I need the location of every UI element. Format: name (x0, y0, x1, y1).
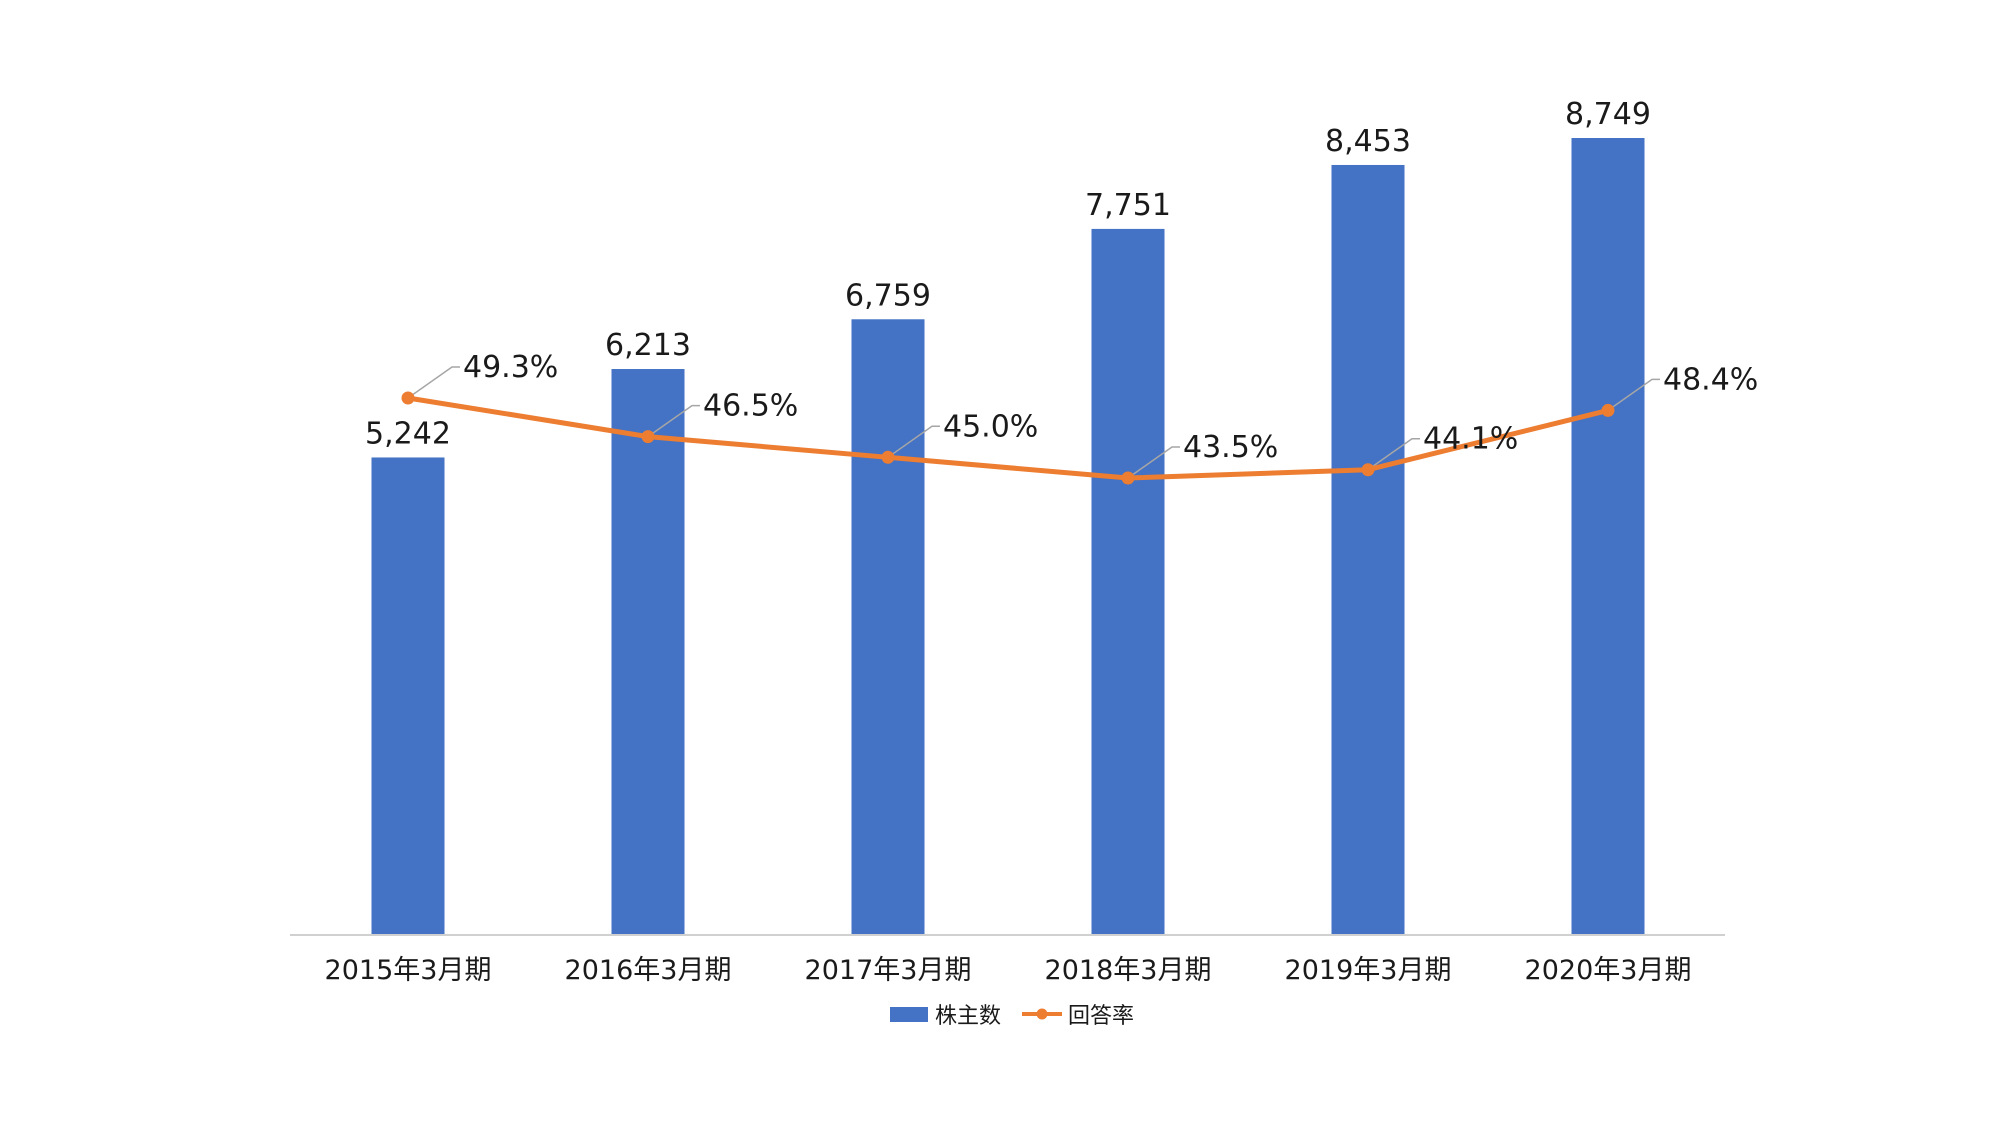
x-tick-label-0: 2015年3月期 (325, 955, 492, 986)
bar-value-label-0: 5,242 (365, 416, 451, 451)
bar-value-label-2: 6,759 (845, 278, 931, 313)
rate-value-label-0: 49.3% (463, 350, 558, 385)
bar-1 (611, 369, 685, 935)
legend-swatch-bar (890, 1007, 928, 1022)
legend-swatch-dot (1036, 1008, 1048, 1020)
leader-lines-layer (407, 366, 1660, 479)
legend-label-line: 回答率 (1068, 1004, 1134, 1029)
leader-line-4 (1367, 437, 1420, 471)
bar-value-label-3: 7,751 (1085, 188, 1171, 223)
x-tick-label-1: 2016年3月期 (565, 955, 732, 986)
rate-labels-layer: 49.3% 46.5% 45.0% 43.5% 44.1% 48.4% (463, 350, 1758, 465)
rate-points-layer (401, 391, 1615, 485)
bar-value-label-4: 8,453 (1325, 124, 1411, 159)
leader-line-1 (647, 404, 700, 438)
x-tick-label-4: 2019年3月期 (1285, 955, 1452, 986)
x-tick-label-2: 2017年3月期 (805, 955, 972, 986)
rate-value-label-2: 45.0% (943, 409, 1038, 444)
leader-line-0 (407, 366, 460, 399)
rate-point-5 (1601, 403, 1615, 417)
leader-line-2 (887, 425, 940, 458)
rate-value-label-5: 48.4% (1663, 362, 1758, 397)
rate-line-series (405, 395, 1611, 481)
legend: 株主数 回答率 (890, 1004, 1134, 1029)
bar-5 (1571, 138, 1645, 935)
x-tick-label-5: 2020年3月期 (1525, 955, 1692, 986)
rate-value-label-4: 44.1% (1423, 422, 1518, 457)
bar-value-label-5: 8,749 (1565, 97, 1651, 132)
bar-4 (1331, 164, 1405, 935)
rate-point-0 (401, 391, 415, 405)
rate-point-4 (1361, 463, 1375, 477)
rate-point-1 (641, 430, 655, 444)
rate-value-label-1: 46.5% (703, 389, 798, 424)
bars-layer (371, 138, 1645, 936)
rate-value-label-3: 43.5% (1183, 430, 1278, 465)
bar-value-label-1: 6,213 (605, 328, 691, 363)
legend-label-bar: 株主数 (935, 1004, 1001, 1029)
rate-point-3 (1121, 471, 1135, 485)
leader-line-3 (1127, 446, 1180, 479)
bar-labels-layer: 5,242 6,213 6,759 7,751 8,453 8,749 (365, 97, 1651, 451)
x-tick-label-3: 2018年3月期 (1045, 955, 1212, 986)
x-tick-labels: 2015年3月期 2016年3月期 2017年3月期 2018年3月期 2019年3月期… (325, 955, 1692, 986)
bar-2 (851, 319, 925, 936)
rate-point-2 (881, 450, 895, 464)
bar-0 (371, 457, 445, 935)
bar-3 (1091, 228, 1165, 935)
leader-line-5 (1607, 378, 1660, 412)
